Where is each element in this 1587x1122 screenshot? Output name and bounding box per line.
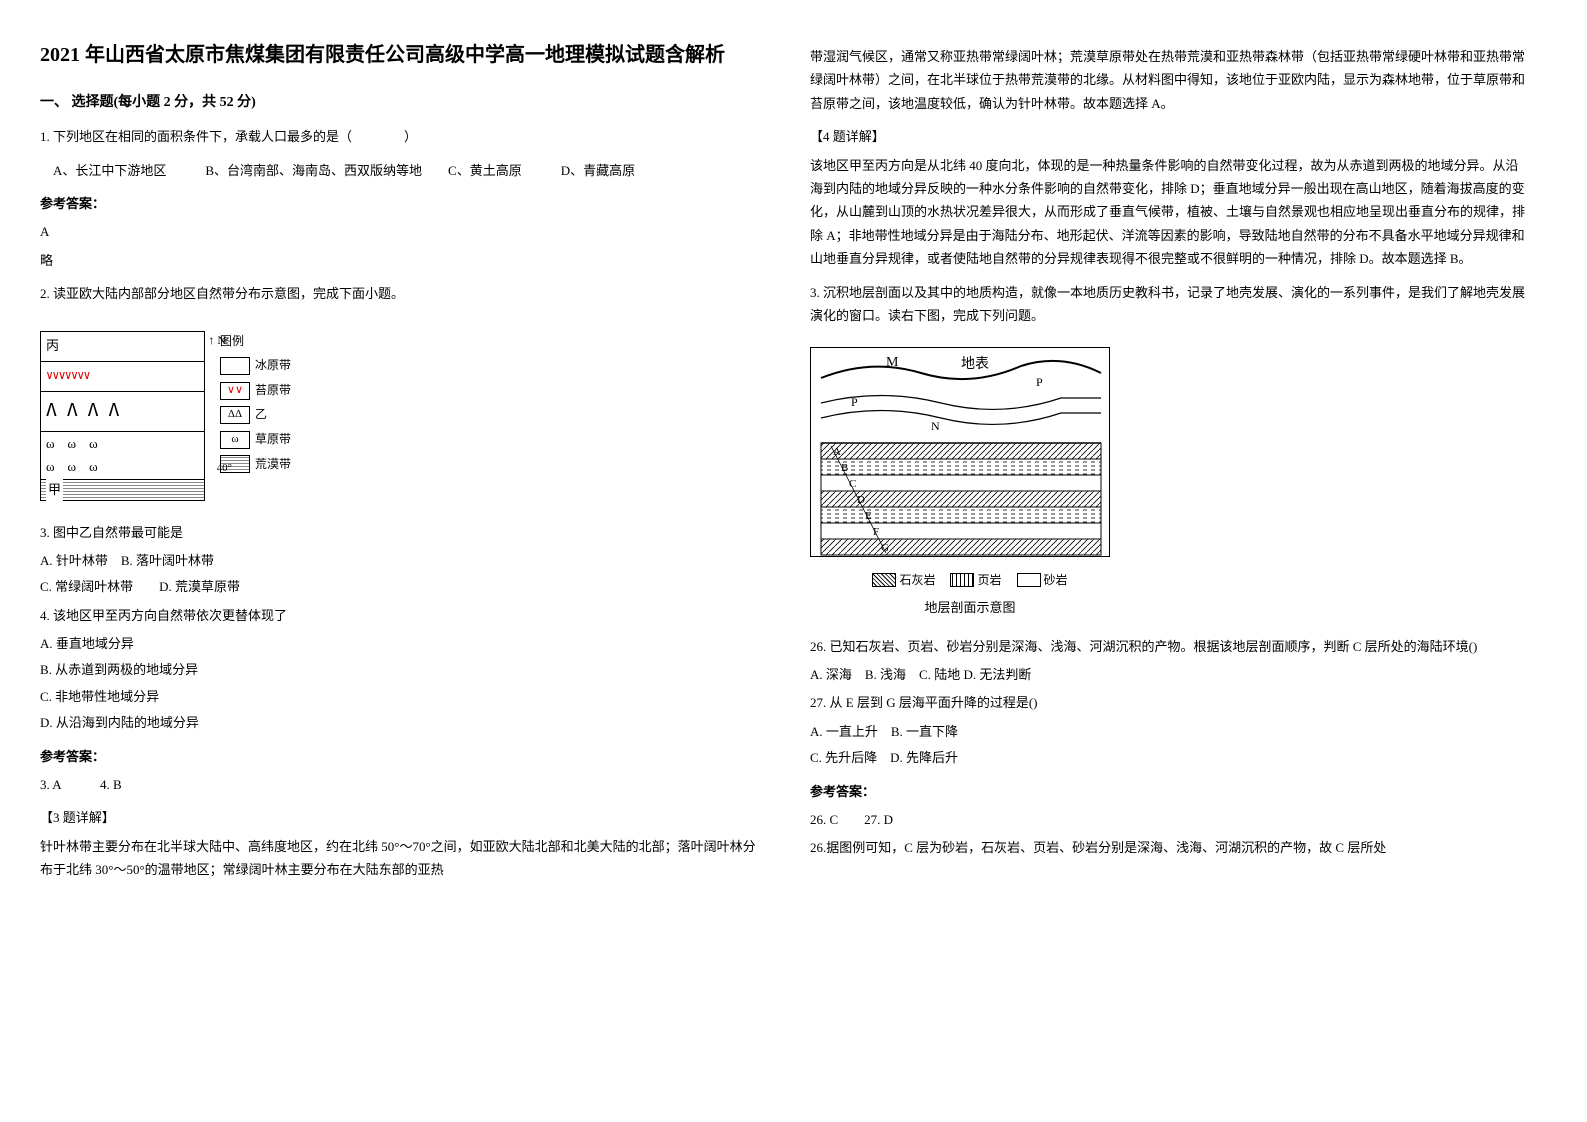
q3-answer-label: 参考答案： [810,780,1530,803]
p-label-2: P [851,395,858,409]
swatch-limestone [872,573,896,587]
q2-detail3-partial: 针叶林带主要分布在北半球大陆中、高纬度地区，约在北纬 50°～70°之间，如亚欧… [40,835,760,882]
legend-label-0: 冰原带 [255,355,291,377]
q3-sub27-text: 27. 从 E 层到 G 层海平面升降的过程是() [810,691,1530,714]
label-shale: 页岩 [977,570,1001,592]
swatch-sandstone [1017,573,1041,587]
q1-text: 1. 下列地区在相同的面积条件下，承载人口最多的是（ ） [40,125,760,148]
legend-item-2: ΔΔ 乙 [220,404,291,426]
strata-legend: 石灰岩 页岩 砂岩 [810,570,1130,592]
q3-detail: 26.据图例可知，C 层为砂岩，石灰岩、页岩、砂岩分别是深海、浅海、河湖沉积的产… [810,836,1530,859]
legend-box-1: ∨∨ [220,382,250,400]
north-arrow: ↑ N [208,330,226,352]
legend-shale: 页岩 [950,570,1001,592]
legend-label-1: 苔原带 [255,380,291,402]
biome-row-1: ∨∨∨∨∨∨∨ [41,362,204,392]
label-sandstone: 砂岩 [1044,570,1068,592]
q3-sub26-options: A. 深海 B. 浅海 C. 陆地 D. 无法判断 [810,663,1530,686]
q3-sub27-a: A. 一直上升 B. 一直下降 [810,720,1530,743]
legend-item-0: 冰原带 [220,355,291,377]
q2-sub3-a: A. 针叶林带 B. 落叶阔叶林带 [40,549,760,572]
biome-row-2: ΛΛΛΛ [41,392,204,432]
q3-answer: 26. C 27. D [810,808,1530,831]
q1-answer: A [40,220,760,243]
legend-title: 图例 [220,331,291,353]
swatch-shale [950,573,974,587]
q1-note: 略 [40,249,760,272]
q3-sub26-text: 26. 已知石灰岩、页岩、砂岩分别是深海、浅海、河湖沉积的产物。根据该地层剖面顺… [810,635,1530,658]
q2-answer: 3. A 4. B [40,773,760,796]
label-limestone: 石灰岩 [899,570,935,592]
q2-sub4-b: B. 从赤道到两极的地域分异 [40,658,760,681]
biome-figure: 丙 ↑ N ∨∨∨∨∨∨∨ ΛΛΛΛ ω ω ω ω ω ω 40° 甲 [40,331,291,501]
legend-label-2: 乙 [255,404,267,426]
biome-row-5: 甲 [41,480,204,500]
m-label: M [886,355,899,370]
legend-glyph-3: ω [231,430,238,450]
q2-detail3-cont: 带湿润气候区，通常又称亚热带常绿阔叶林；荒漠草原带处在热带荒漠和亚热带森林带（包… [810,45,1530,115]
q2-answer-label: 参考答案： [40,745,760,768]
biome-label-0: 丙 [46,334,59,357]
pattern-tundra: ∨∨∨∨∨∨∨ [46,365,90,387]
legend-item-1: ∨∨ 苔原带 [220,380,291,402]
north-label: N [217,333,226,347]
legend-box-3: ω [220,431,250,449]
legend-label-4: 荒漠带 [255,454,291,476]
strata-caption: 地层剖面示意图 [810,596,1130,619]
q2-sub4-d: D. 从沿海到内陆的地域分异 [40,711,760,734]
legend-sandstone: 砂岩 [1017,570,1068,592]
biome-legend: 图例 冰原带 ∨∨ 苔原带 ΔΔ 乙 ω 草原带 [220,331,291,476]
legend-item-3: ω 草原带 [220,429,291,451]
q2-sub4-text: 4. 该地区甲至丙方向自然带依次更替体现了 [40,604,760,627]
pattern-grass-2: ω ω ω [46,455,98,478]
q2-sub4-a: A. 垂直地域分异 [40,632,760,655]
legend-limestone: 石灰岩 [872,570,935,592]
section-1-title: 一、 选择题(每小题 2 分，共 52 分) [40,90,760,115]
layer-e: E [865,510,872,522]
surface-label: 地表 [961,356,989,372]
q3-text: 3. 沉积地层剖面以及其中的地质构造，就像一本地质历史教科书，记录了地壳发展、演… [810,281,1530,328]
right-column: 带湿润气候区，通常又称亚热带常绿阔叶林；荒漠草原带处在热带荒漠和亚热带森林带（包… [810,40,1530,887]
left-column: 2021 年山西省太原市焦煤集团有限责任公司高级中学高一地理模拟试题含解析 一、… [40,40,760,887]
document-title: 2021 年山西省太原市焦煤集团有限责任公司高级中学高一地理模拟试题含解析 [40,40,760,70]
layer-f: F [873,526,879,538]
biome-label-5: 甲 [46,478,63,501]
q2-sub3-c: C. 常绿阔叶林带 D. 荒漠草原带 [40,575,760,598]
legend-label-3: 草原带 [255,429,291,451]
q2-text: 2. 读亚欧大陆内部部分地区自然带分布示意图，完成下面小题。 [40,282,760,305]
q2-detail4-label: 【4 题详解】 [810,125,1530,148]
p-label-1: P [1036,375,1043,389]
strata-figure: M 地表 P P N [810,347,1130,619]
legend-box-0 [220,357,250,375]
q2-sub4-c: C. 非地带性地域分异 [40,685,760,708]
pattern-grass-1: ω ω ω [46,432,98,455]
biome-chart: 丙 ↑ N ∨∨∨∨∨∨∨ ΛΛΛΛ ω ω ω ω ω ω 40° 甲 [40,331,291,501]
q2-detail3-label: 【3 题详解】 [40,806,760,829]
q1-answer-label: 参考答案： [40,192,760,215]
q2-detail4-text: 该地区甲至丙方向是从北纬 40 度向北，体现的是一种热量条件影响的自然带变化过程… [810,154,1530,271]
biome-map: 丙 ↑ N ∨∨∨∨∨∨∨ ΛΛΛΛ ω ω ω ω ω ω 40° 甲 [40,331,205,501]
layer-g: G [881,542,889,554]
legend-glyph-1: ∨∨ [227,381,243,401]
legend-glyph-2: ΔΔ [228,405,242,425]
q2-sub3-text: 3. 图中乙自然带最可能是 [40,521,760,544]
biome-row-4: ω ω ω ω ω ω 40° [41,432,204,480]
biome-row-0: 丙 ↑ N [41,332,204,362]
strata-svg: M 地表 P P N [810,347,1110,557]
q3-sub27-c: C. 先升后降 D. 先降后升 [810,746,1530,769]
pattern-tree: ΛΛΛΛ [46,395,129,427]
legend-box-2: ΔΔ [220,406,250,424]
q1-options: A、长江中下游地区 B、台湾南部、海南岛、西双版纳等地 C、黄土高原 D、青藏高… [40,159,760,182]
n-label: N [931,419,940,433]
degree-mark: 40° [217,459,232,479]
